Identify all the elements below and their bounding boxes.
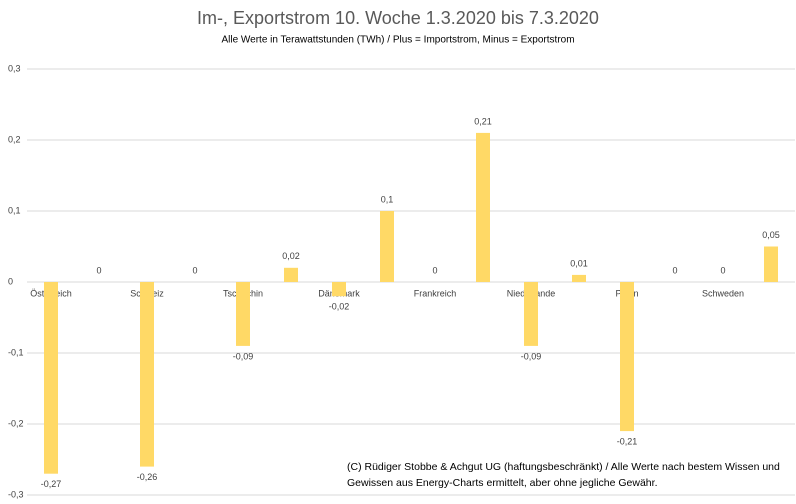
data-label: 0 (192, 265, 197, 275)
data-label: 0 (672, 265, 677, 275)
data-label: 0 (96, 265, 101, 275)
bar (236, 282, 250, 346)
y-tick-label: 0 (8, 276, 13, 286)
data-label: 0,1 (381, 194, 394, 204)
data-label: -0,02 (329, 302, 350, 312)
y-tick-label: -0,1 (8, 347, 24, 357)
y-tick-label: 0,2 (8, 134, 21, 144)
data-label: 0,21 (474, 116, 492, 126)
data-label: -0,27 (41, 479, 62, 489)
data-label: -0,09 (521, 351, 542, 361)
data-label: -0,26 (137, 472, 158, 482)
data-label: -0,09 (233, 351, 254, 361)
y-tick-label: 0,1 (8, 205, 21, 215)
annotation: Gewissen aus Energy-Charts ermittelt, ab… (347, 477, 657, 489)
bar (284, 267, 298, 282)
bar (524, 282, 538, 346)
data-label: 0,01 (570, 258, 588, 268)
data-label: 0,05 (762, 230, 780, 240)
annotation: (C) Rüdiger Stobbe & Achgut UG (haftungs… (347, 461, 780, 473)
bar (764, 246, 778, 282)
bar (476, 132, 490, 282)
data-label: 0 (720, 265, 725, 275)
data-label: 0,02 (282, 251, 300, 261)
data-label: 0 (432, 265, 437, 275)
y-tick-label: -0,3 (8, 489, 24, 499)
x-tick-label: Frankreich (414, 288, 457, 298)
y-tick-label: 0,3 (8, 63, 21, 73)
data-label: -0,21 (617, 436, 638, 446)
bar (380, 211, 394, 282)
chart-title: Im-, Exportstrom 10. Woche 1.3.2020 bis … (197, 8, 599, 28)
y-tick-label: -0,2 (8, 418, 24, 428)
x-tick-label: Schweden (702, 288, 744, 298)
bar (44, 282, 58, 474)
bar (332, 282, 346, 297)
chart-subtitle: Alle Werte in Terawattstunden (TWh) / Pl… (221, 35, 574, 46)
bar (572, 274, 586, 282)
bar (140, 282, 154, 467)
bar (620, 282, 634, 432)
